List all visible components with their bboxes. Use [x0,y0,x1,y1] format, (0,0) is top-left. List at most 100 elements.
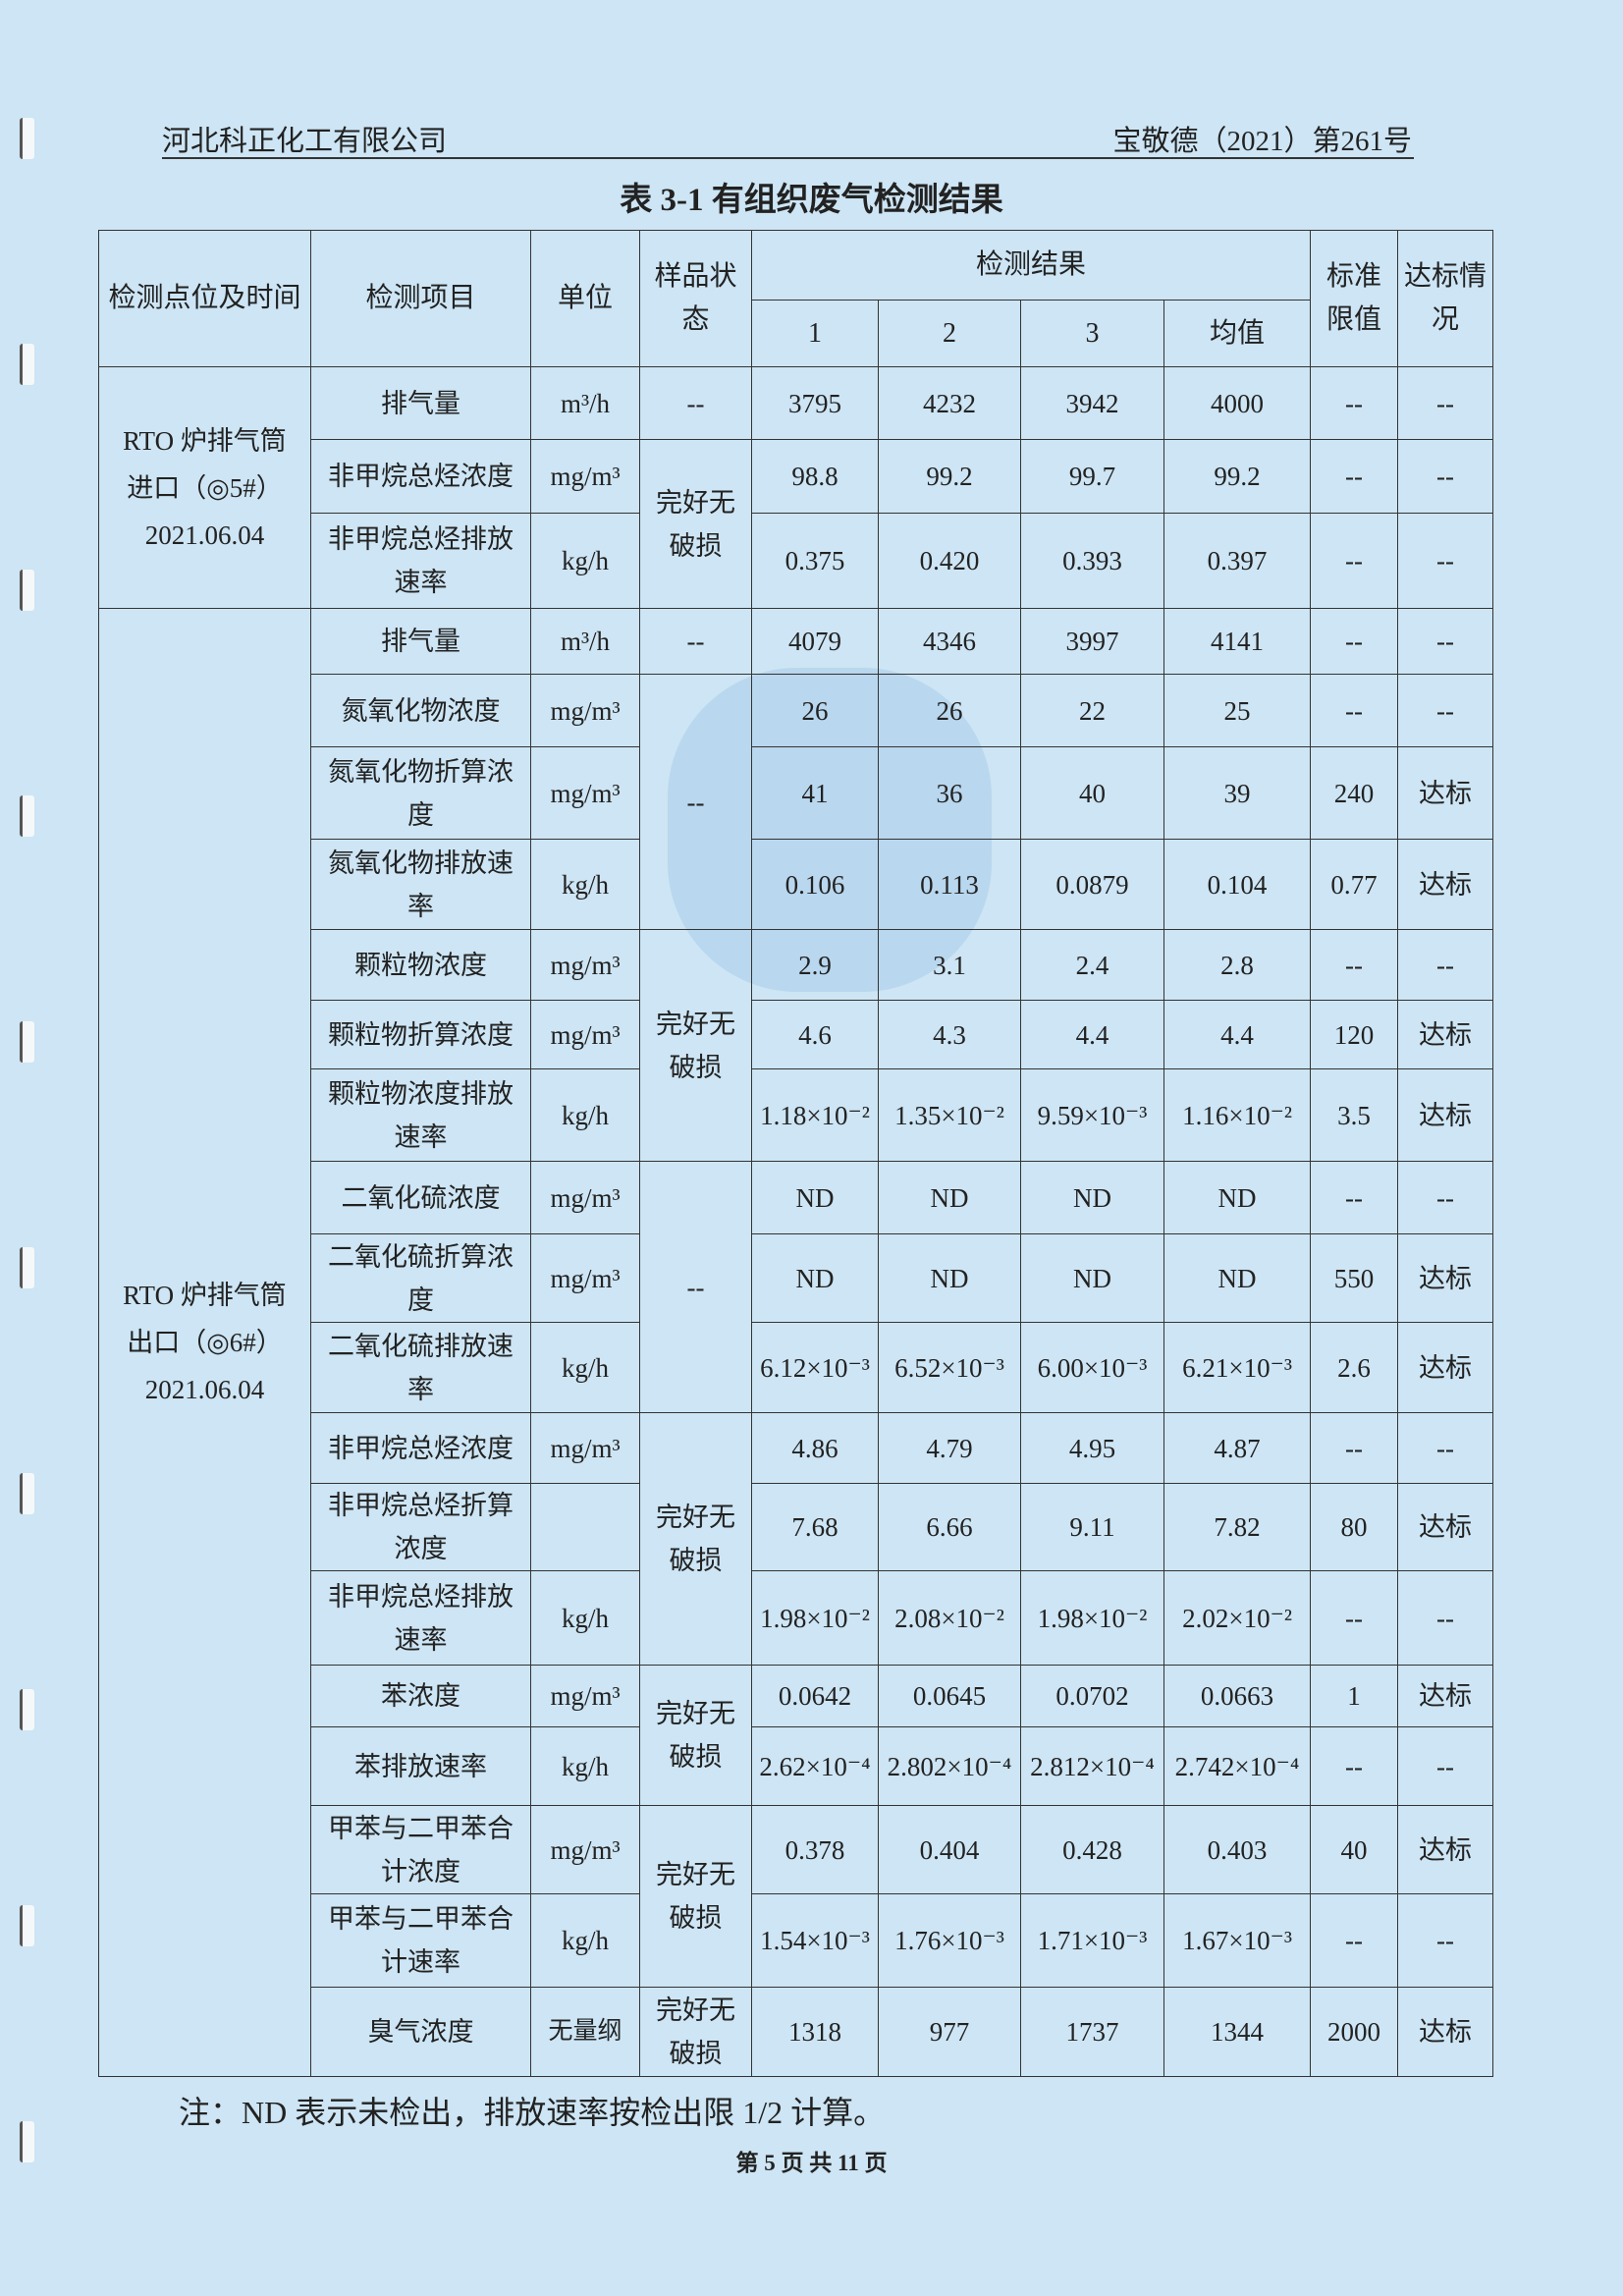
status-cell: 完好无破损 [639,1805,752,1988]
limit-cell: -- [1310,1570,1399,1666]
unit-cell: kg/h [530,1726,640,1806]
limit-cell: 3.5 [1310,1068,1399,1162]
result-cell: -- [1397,608,1494,675]
r2-cell: 1.76×10⁻³ [878,1893,1021,1988]
r3-cell: 2.4 [1020,929,1164,1001]
item-cell: 苯浓度 [310,1665,531,1727]
avg-cell: 25 [1163,674,1312,747]
location-line: 2021.06.04 [144,1375,265,1404]
binding-hole [20,1473,34,1514]
r1-cell: 1.98×10⁻² [751,1570,879,1666]
limit-cell: 0.77 [1310,839,1399,930]
r3-cell: 22 [1020,674,1164,747]
location-line: RTO 炉排气筒 [123,1281,287,1310]
r3-cell: 0.393 [1020,513,1164,609]
result-cell: 达标 [1397,1000,1494,1069]
unit-cell: 无量纲 [530,1987,640,2077]
result-cell: -- [1397,674,1494,747]
page-number: 第 5 页 共 11 页 [735,2151,888,2175]
item-cell: 颗粒物浓度排放速率 [310,1068,531,1162]
r3-cell: 6.00×10⁻³ [1020,1322,1164,1413]
r1-cell: 0.378 [751,1805,879,1894]
item-cell: 排气量 [310,366,531,440]
status-cell: 完好无破损 [639,1987,752,2077]
status-cell: 完好无破损 [639,439,752,609]
r2-cell: 36 [878,746,1021,840]
avg-cell: 0.397 [1163,513,1312,609]
location-line: 进口（◎5#） [127,472,283,503]
limit-cell: -- [1310,929,1399,1001]
r2-cell: 977 [878,1987,1021,2077]
col-r2: 2 [878,300,1021,367]
table-row: 二氧化硫排放速率 kg/h 6.12×10⁻³ 6.52×10⁻³ 6.00×10⁻³ 6… [99,1322,1494,1413]
r3-cell: 0.0702 [1020,1665,1164,1727]
r2-cell: 6.66 [878,1483,1021,1571]
table-row: 非甲烷总烃浓度 mg/m³ 完好无破损 98.8 99.2 99.7 99.2 -- -- [99,439,1494,609]
r1-cell: 41 [751,746,879,840]
table-row: 二氧化硫浓度 mg/m³ -- ND ND ND ND -- -- [99,1161,1494,1413]
unit-cell: mg/m³ [530,1665,640,1727]
r2-cell: 0.420 [878,513,1021,609]
avg-cell: ND [1163,1161,1312,1234]
unit-cell: kg/h [530,1893,640,1988]
r3-cell: 40 [1020,746,1164,840]
binding-hole [20,344,34,385]
location-line: 出口（◎6#） [127,1328,283,1357]
table-row: 氮氧化物浓度 mg/m³ -- 26 26 22 25 -- -- [99,674,1494,930]
binding-hole [20,1021,34,1063]
item-cell: 氮氧化物浓度 [310,674,531,747]
result-cell: -- [1397,1161,1494,1234]
r3-cell: 0.428 [1020,1805,1164,1894]
avg-cell: 99.2 [1163,439,1312,514]
r3-cell: 1.98×10⁻² [1020,1570,1164,1666]
item-cell: 非甲烷总烃排放速率 [310,1570,531,1666]
avg-cell: 4.87 [1163,1412,1312,1484]
r2-cell: ND [878,1233,1021,1323]
col-limit: 标准限值 [1310,230,1399,367]
binding-hole [20,2121,34,2162]
table-row: 甲苯与二甲苯合计速率 kg/h 1.54×10⁻³ 1.76×10⁻³ 1.71×10⁻… [99,1893,1494,1988]
r1-cell: 4079 [751,608,879,675]
item-cell: 颗粒物折算浓度 [310,1000,531,1069]
r1-cell: 7.68 [751,1483,879,1571]
r2-cell: 4.3 [878,1000,1021,1069]
r2-cell: 4346 [878,608,1021,675]
r1-cell: 6.12×10⁻³ [751,1322,879,1413]
r3-cell: 9.59×10⁻³ [1020,1068,1164,1162]
item-cell: 氮氧化物排放速率 [310,839,531,930]
limit-cell: 40 [1310,1805,1399,1894]
avg-cell: 2.8 [1163,929,1312,1001]
table-row: RTO 炉排气筒 出口（◎6#） 2021.06.04 排气量 m³/h -- 4079 43… [98,608,1494,2077]
binding-hole [20,1689,34,1730]
binding-hole [20,118,34,159]
result-cell: 达标 [1397,1665,1494,1727]
unit-cell: kg/h [530,513,640,609]
avg-cell: 1.16×10⁻² [1163,1068,1312,1162]
r1-cell: 1318 [751,1987,879,2077]
unit-cell: mg/m³ [530,746,640,840]
result-cell: -- [1397,1893,1494,1988]
unit-cell: mg/m³ [530,1233,640,1323]
status-cell: 完好无破损 [639,1665,752,1806]
table-row: 臭气浓度 无量纲 完好无破损 1318 977 1737 1344 2000 达标 [99,1987,1494,2077]
result-cell: -- [1397,1726,1494,1806]
unit-cell: kg/h [530,1068,640,1162]
avg-cell: 4000 [1163,366,1312,440]
item-cell: 甲苯与二甲苯合计速率 [310,1893,531,1988]
avg-cell: 0.0663 [1163,1665,1312,1727]
unit-cell: kg/h [530,839,640,930]
col-results: 检测结果 [750,230,1312,301]
result-cell: 达标 [1397,1233,1494,1323]
status-cell: -- [639,608,752,675]
limit-cell: 2000 [1310,1987,1399,2077]
col-avg: 均值 [1163,300,1312,367]
limit-cell: -- [1310,1412,1399,1484]
limit-cell: 120 [1310,1000,1399,1069]
r1-cell: 0.0642 [751,1665,879,1727]
r3-cell: ND [1020,1161,1164,1234]
result-cell: -- [1397,1412,1494,1484]
limit-cell: -- [1310,1726,1399,1806]
binding-hole [20,795,34,837]
unit-cell: mg/m³ [530,929,640,1001]
r2-cell: 4.79 [878,1412,1021,1484]
